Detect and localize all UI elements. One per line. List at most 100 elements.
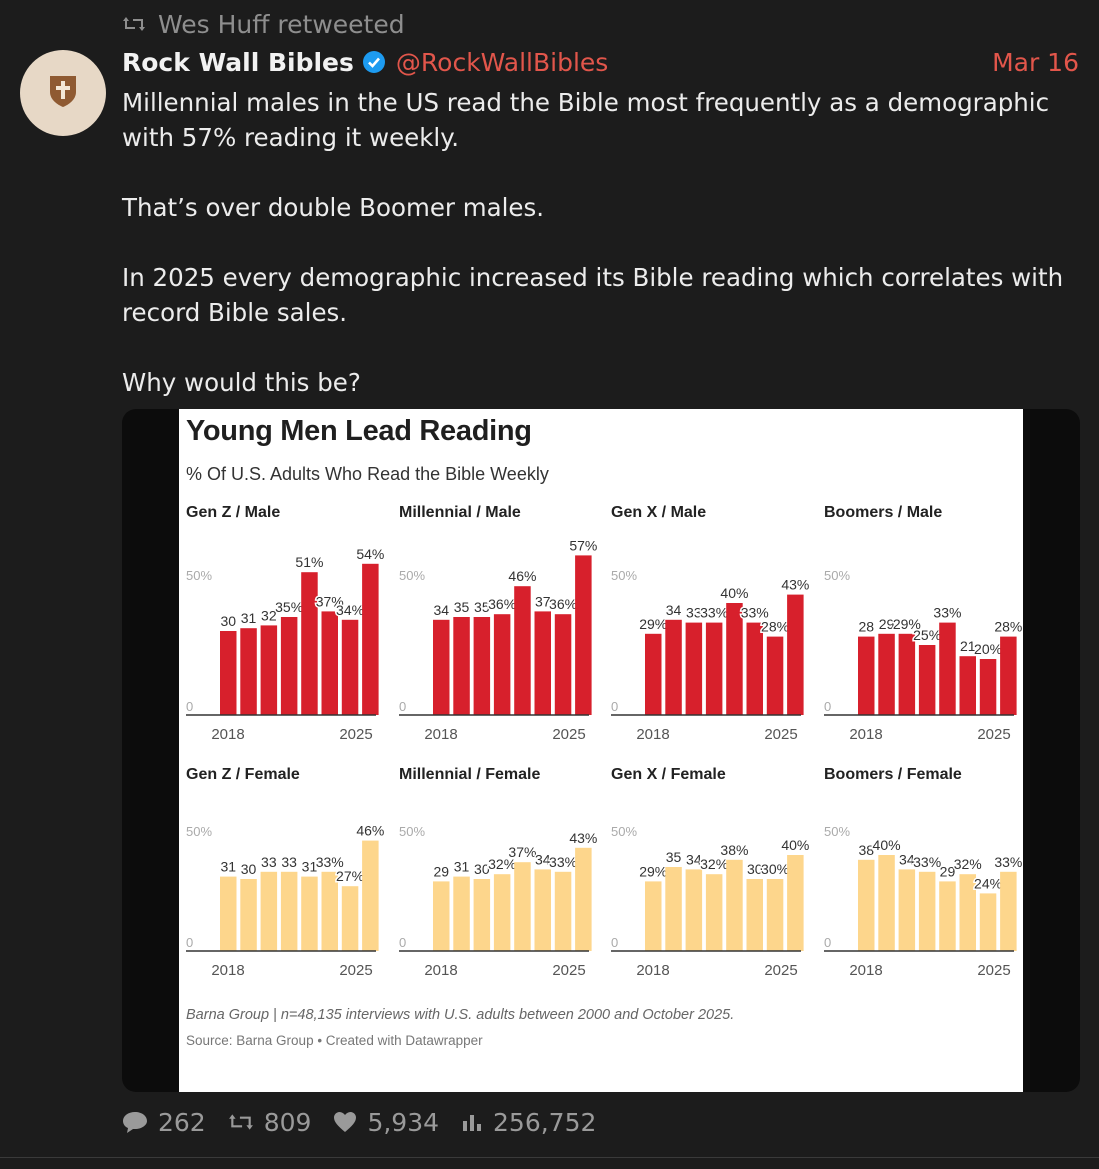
bar-gen-x-female-6	[766, 879, 784, 951]
bar-boomers-female-2	[898, 869, 916, 951]
author-name[interactable]: Rock Wall Bibles	[122, 47, 354, 77]
y-zero-label: 0	[611, 699, 618, 714]
data-label-boomers-female-4: 29	[940, 863, 956, 879]
data-label-gen-z-male-4: 51%	[295, 554, 323, 570]
panel-title-gen-x-male: Gen X / Male	[611, 504, 706, 521]
bar-gen-z-male-1	[240, 628, 257, 715]
bar-millennial-male-1	[453, 617, 470, 715]
data-label-gen-z-female-4: 31	[302, 859, 318, 875]
y-reference-label: 50%	[399, 568, 425, 583]
bar-boomers-female-6	[979, 893, 997, 951]
x-tick-label: 2018	[849, 726, 882, 743]
y-reference-label: 50%	[399, 824, 425, 839]
like-button[interactable]: 5,934	[333, 1108, 439, 1137]
bar-gen-x-male-3	[705, 622, 723, 715]
tweet-date[interactable]: Mar 16	[992, 47, 1079, 77]
data-label-boomers-female-1: 40%	[873, 837, 901, 853]
heart-icon	[333, 1111, 357, 1133]
views-button[interactable]: 256,752	[461, 1108, 596, 1137]
x-tick-label: 2025	[764, 726, 797, 743]
data-label-gen-x-male-0: 29%	[639, 616, 667, 632]
y-reference-label: 50%	[186, 824, 212, 839]
bar-gen-z-female-3	[280, 871, 298, 951]
divider	[0, 1157, 1099, 1158]
bar-boomers-male-0	[858, 636, 875, 715]
bar-boomers-female-4	[939, 881, 956, 951]
data-label-gen-z-male-0: 30	[220, 613, 236, 629]
data-label-millennial-male-0: 34	[433, 602, 449, 618]
reply-bubble-icon	[122, 1110, 148, 1134]
bar-millennial-female-1	[453, 876, 470, 951]
bar-millennial-male-7	[575, 555, 592, 715]
retweet-context[interactable]: Wes Huff retweeted	[122, 8, 405, 40]
bar-boomers-male-2	[898, 633, 916, 715]
bar-boomers-female-3	[918, 871, 936, 951]
data-label-gen-z-female-3: 33	[281, 854, 297, 870]
bar-gen-x-male-0	[645, 633, 662, 715]
chart-footnote: Barna Group | n=48,135 interviews with U…	[186, 1007, 735, 1023]
data-label-millennial-female-0: 29	[433, 863, 449, 879]
bar-gen-x-male-4	[726, 603, 743, 715]
bar-millennial-male-4	[514, 586, 531, 715]
data-label-boomers-female-5: 32%	[954, 856, 982, 872]
data-label-gen-z-female-2: 33	[261, 854, 277, 870]
bar-millennial-male-0	[433, 619, 450, 715]
x-tick-label: 2018	[211, 962, 244, 979]
x-tick-label: 2018	[424, 962, 457, 979]
tweet-paragraph: Millennial males in the US read the Bibl…	[122, 88, 1050, 152]
data-label-boomers-male-4: 33%	[933, 605, 961, 621]
data-label-boomers-male-1: 29	[879, 616, 895, 632]
bar-millennial-male-2	[473, 617, 491, 715]
tweet-paragraph: In 2025 every demographic increased its …	[122, 263, 1064, 327]
x-tick-label: 2025	[552, 962, 585, 979]
data-label-millennial-male-4: 46%	[508, 568, 536, 584]
x-tick-label: 2018	[849, 962, 882, 979]
panel-title-millennial-female: Millennial / Female	[399, 766, 540, 783]
data-label-millennial-female-6: 33%	[549, 854, 577, 870]
retweet-icon	[228, 1111, 254, 1133]
data-label-millennial-male-5: 37	[535, 593, 551, 609]
reply-button[interactable]: 262	[122, 1108, 206, 1137]
data-label-millennial-male-6: 36%	[549, 596, 577, 612]
author-handle[interactable]: @RockWallBibles	[395, 47, 609, 77]
data-label-millennial-female-5: 34	[535, 851, 551, 867]
reply-count: 262	[158, 1107, 206, 1137]
x-tick-label: 2025	[764, 962, 797, 979]
bar-gen-z-male-0	[220, 631, 237, 715]
bar-boomers-male-5	[959, 656, 976, 715]
bar-boomers-female-7	[1000, 871, 1017, 951]
avatar[interactable]	[20, 50, 106, 136]
shield-cross-icon	[48, 74, 78, 112]
y-zero-label: 0	[186, 699, 193, 714]
bar-gen-z-female-0	[220, 876, 237, 951]
bar-gen-z-female-6	[341, 886, 359, 951]
data-label-millennial-male-3: 36%	[488, 596, 516, 612]
y-reference-label: 50%	[611, 568, 637, 583]
bar-gen-z-male-5	[321, 611, 338, 715]
bar-gen-z-male-3	[280, 617, 298, 715]
bar-gen-x-female-0	[645, 881, 662, 951]
bar-millennial-female-7	[575, 847, 592, 951]
tweet-paragraph: That’s over double Boomer males.	[122, 193, 545, 222]
bar-gen-x-male-5	[746, 622, 763, 715]
data-label-boomers-female-2: 34	[899, 851, 915, 867]
tweet-text: Millennial males in the US read the Bibl…	[122, 85, 1082, 400]
tweet-actions: 262 809 5,934 256,752	[122, 1104, 618, 1140]
tweet-media[interactable]: Young Men Lead Reading % Of U.S. Adults …	[122, 409, 1080, 1092]
data-label-gen-x-female-7: 40%	[781, 837, 809, 853]
bar-boomers-female-0	[858, 859, 875, 951]
y-zero-label: 0	[824, 935, 831, 950]
data-label-millennial-female-1: 31	[454, 859, 470, 875]
bar-gen-z-male-6	[341, 619, 359, 715]
data-label-boomers-male-0: 28	[858, 619, 874, 635]
retweet-button[interactable]: 809	[228, 1108, 311, 1137]
panel-title-gen-z-male: Gen Z / Male	[186, 504, 280, 521]
bar-boomers-male-7	[1000, 636, 1017, 715]
bar-millennial-male-3	[493, 614, 511, 715]
bar-gen-z-female-5	[321, 871, 338, 951]
panel-title-boomers-female: Boomers / Female	[824, 766, 962, 783]
bar-gen-z-male-2	[260, 625, 278, 715]
bar-gen-x-female-7	[787, 855, 804, 951]
data-label-millennial-female-7: 43%	[569, 830, 597, 846]
panel-title-millennial-male: Millennial / Male	[399, 504, 521, 521]
